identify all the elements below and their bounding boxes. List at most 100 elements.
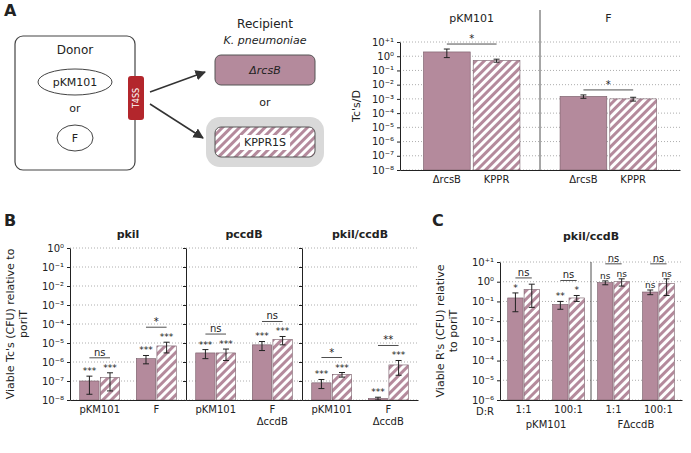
error-bar (494, 59, 500, 62)
significance: ns (661, 269, 672, 279)
tick-label: 10⁻² (42, 281, 64, 292)
tick (299, 362, 302, 363)
comparison-label: * (469, 33, 474, 44)
arrow (150, 104, 203, 138)
significance: *** (392, 350, 406, 360)
significance: ** (556, 291, 566, 301)
category-label: F (153, 404, 159, 415)
t4ss (128, 76, 144, 120)
y-axis-line (500, 263, 501, 401)
significance: *** (160, 332, 174, 342)
comparison-label: ns (653, 253, 665, 264)
label-patch (240, 135, 290, 150)
tick (299, 286, 302, 287)
tick-mark (183, 400, 186, 401)
y-axis: 10⁺¹10⁰10⁻¹10⁻²10⁻³10⁻⁴10⁻⁵10⁻⁶ (472, 257, 501, 406)
significance: *** (83, 366, 97, 376)
annotations: *************** (315, 334, 406, 397)
bar-label: KPPR (620, 174, 646, 185)
tick-label: 10⁰ (377, 51, 394, 62)
tick (183, 324, 186, 325)
comparison-label: ns (267, 310, 279, 321)
error-bar (444, 49, 450, 58)
comparison-label: * (329, 347, 334, 358)
category-label: pKM101 (79, 404, 120, 415)
grid-line (70, 248, 186, 249)
chart-panel: 10⁺¹10⁰10⁻¹10⁻²10⁻³10⁻⁴10⁻⁵10⁻⁶***nsns*n… (434, 230, 683, 430)
grid-line (186, 248, 302, 249)
tick: 10⁻⁴ (472, 355, 500, 366)
category-label: 1:1 (516, 404, 532, 415)
strain-label: KPPR1S (244, 136, 286, 149)
bar (614, 282, 629, 400)
panel-letter: C (432, 211, 444, 230)
tick-mark (299, 324, 302, 325)
tick: 10⁰ (377, 51, 400, 62)
significance: ns (616, 269, 627, 279)
x-axis (401, 170, 681, 171)
tick-mark (67, 362, 70, 363)
tick: 10⁻⁸ (42, 395, 70, 406)
tick-mark (397, 142, 400, 143)
tick-mark (397, 42, 400, 43)
tick (183, 400, 186, 401)
comparison-label: ns (563, 269, 575, 280)
tick-mark (183, 343, 186, 344)
panel-letter: A (4, 1, 17, 20)
bar (252, 345, 271, 400)
bar (196, 353, 215, 400)
grid-line (302, 343, 418, 344)
bar (508, 298, 523, 400)
comparison-label: ns (210, 323, 222, 334)
group-label: FΔccdB (618, 419, 655, 430)
comparison-label: ns (518, 267, 530, 278)
error-bar (375, 397, 381, 400)
annotations: ************nsns (199, 310, 290, 349)
tick-mark (397, 127, 400, 128)
y-axis-title: Tc's/D (350, 90, 363, 123)
tick (183, 362, 186, 363)
error-bar (259, 341, 265, 350)
panel-title: pkil/ccdB (332, 228, 388, 241)
tick-label: 10⁻¹ (372, 65, 394, 76)
bar (423, 52, 470, 170)
tick: 10⁻⁵ (42, 338, 70, 349)
error-bar (619, 279, 625, 286)
diagram: DonorpKM101orFT4SSRecipientK. pneumoniae… (15, 17, 324, 170)
tick-mark (299, 286, 302, 287)
y-axis (183, 249, 187, 401)
plasmid (38, 69, 112, 95)
group-label: pKM101 (526, 419, 567, 430)
bar (157, 346, 176, 400)
tick-mark (67, 400, 70, 401)
tick: 10⁻¹ (372, 65, 400, 76)
error-bar (223, 349, 229, 360)
tick-mark (183, 381, 186, 382)
category-label: FΔccdB (257, 404, 288, 427)
panel-title: pccdB (225, 228, 262, 241)
y-axis: 10⁺¹10⁰10⁻¹10⁻²10⁻³10⁻⁴10⁻⁵10⁻⁶10⁻⁷10⁻⁸ (372, 37, 401, 176)
annotations: ************ns* (83, 316, 174, 376)
significance: *** (335, 363, 349, 373)
error-bar (86, 376, 92, 394)
tick-mark (397, 85, 400, 86)
error-bar (630, 97, 636, 101)
donor-label: Donor (57, 43, 94, 57)
significance: *** (315, 369, 329, 379)
tick-label: 10⁻³ (372, 94, 394, 105)
category-label: FΔccdB (373, 404, 404, 427)
grid (500, 262, 682, 400)
tick-label: 10⁻⁶ (42, 357, 64, 368)
tick-mark (497, 400, 500, 401)
tick-mark (497, 321, 500, 322)
tick-mark (299, 362, 302, 363)
tick-label: 10⁺¹ (372, 37, 394, 48)
x-axis (501, 400, 683, 401)
tick: 10⁻⁶ (472, 395, 500, 406)
tick-mark (497, 361, 500, 362)
panel-title: pkil (117, 228, 140, 241)
y-axis-line (400, 43, 401, 171)
strain-label: ΔrcsB (248, 64, 280, 77)
tick (299, 400, 302, 401)
tick (183, 343, 186, 344)
